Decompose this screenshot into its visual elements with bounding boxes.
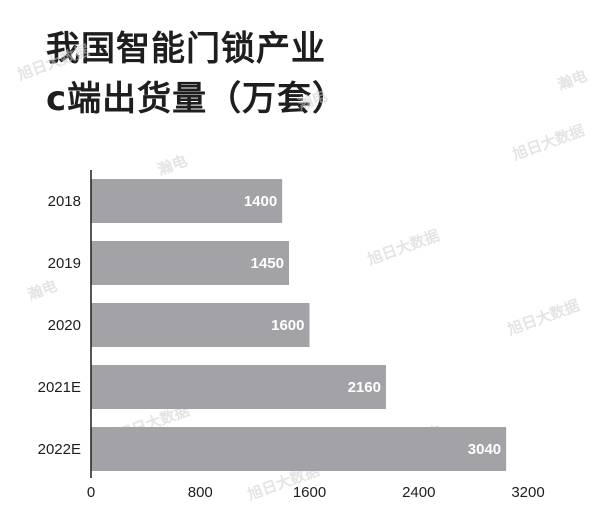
watermark-text: 瀚电 bbox=[25, 277, 59, 304]
watermark-text: 瀚电 bbox=[295, 87, 329, 114]
bar-2019 bbox=[91, 241, 290, 285]
bar-2022E bbox=[91, 427, 507, 471]
watermark-text: 瀚电 bbox=[155, 152, 189, 179]
data-label-2022E: 3040 bbox=[468, 441, 501, 458]
category-label-2018: 2018 bbox=[48, 193, 81, 210]
category-label-2020: 2020 bbox=[48, 317, 81, 334]
category-label-2022E: 2022E bbox=[38, 441, 81, 458]
chart-title-line2: c端出货量（万套） bbox=[46, 79, 348, 119]
category-label-2019: 2019 bbox=[48, 255, 81, 272]
data-label-2021E: 2160 bbox=[348, 379, 381, 396]
bars-layer: 1400 1450 1600 2160 3040 bbox=[91, 179, 507, 471]
axis-layer: 2018 2019 2020 2021E 2022E 0 800 1600 2400 3200 bbox=[38, 170, 545, 501]
x-tick-label-800: 800 bbox=[188, 484, 213, 501]
chart-title: 我国智能门锁产业 c端出货量（万套） bbox=[46, 24, 347, 124]
data-label-2018: 1400 bbox=[244, 193, 277, 210]
watermark-text: 瀚电 bbox=[555, 67, 589, 94]
chart-title-line1: 我国智能门锁产业 bbox=[46, 29, 326, 69]
x-tick-label-2400: 2400 bbox=[402, 484, 435, 501]
watermark-text: 旭日大数据 bbox=[14, 41, 92, 84]
data-label-2019: 1450 bbox=[251, 255, 284, 272]
x-tick-label-1600: 1600 bbox=[293, 484, 326, 501]
x-tick-label-3200: 3200 bbox=[511, 484, 544, 501]
bar-2020 bbox=[91, 303, 310, 347]
watermark-text: 旭日大数据 bbox=[504, 296, 582, 339]
bar-2018 bbox=[91, 179, 283, 223]
watermark-text: 旭日大数据 bbox=[509, 121, 587, 164]
bar-2021E bbox=[91, 365, 386, 409]
x-tick-label-0: 0 bbox=[87, 484, 95, 501]
category-label-2021E: 2021E bbox=[38, 379, 81, 396]
data-label-2020: 1600 bbox=[271, 317, 304, 334]
watermark-text: 旭日大数据 bbox=[364, 226, 442, 269]
